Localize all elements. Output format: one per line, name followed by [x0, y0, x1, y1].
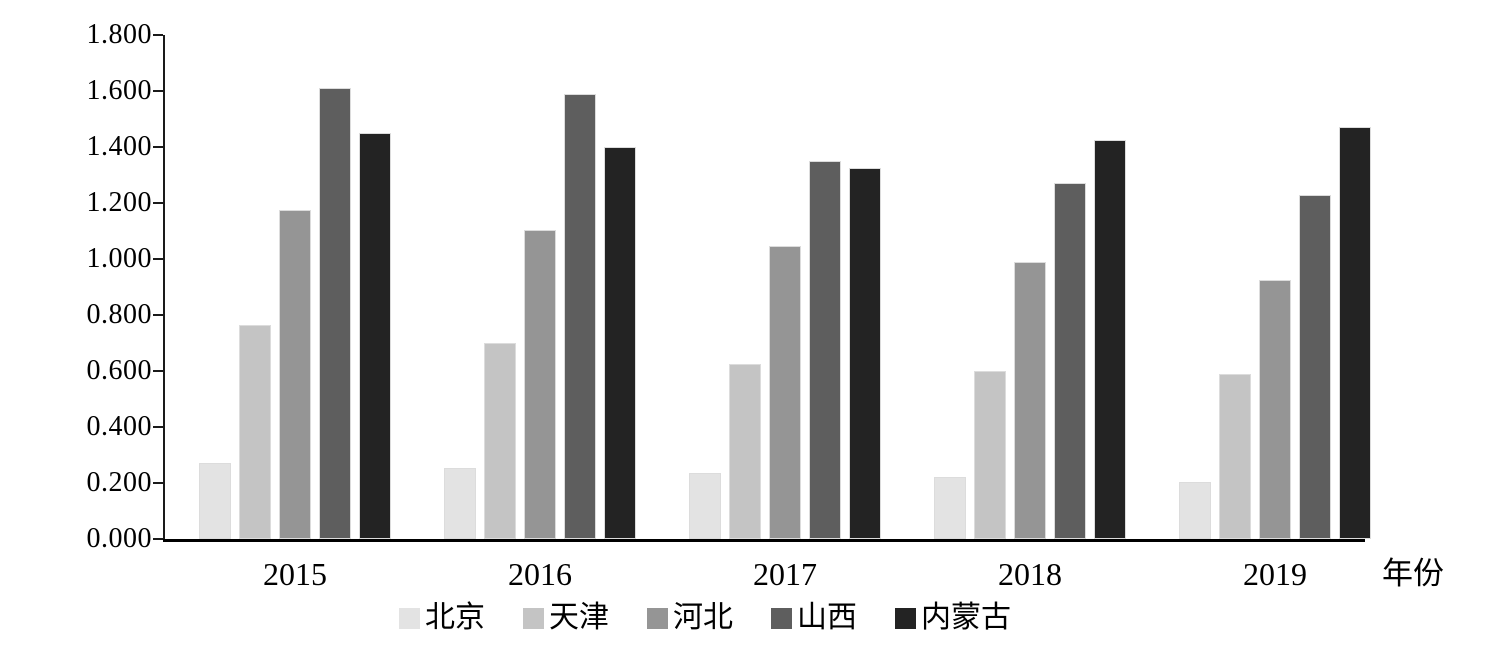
x-axis-tick-label: 2015: [263, 556, 327, 592]
bar-山西-2018: [1054, 183, 1086, 539]
bar-天津-2019: [1219, 374, 1251, 539]
y-axis-line: [163, 35, 165, 542]
y-axis-tick-label: 0.400: [86, 411, 152, 442]
legend-swatch-icon: [771, 607, 792, 629]
bar-河北-2018: [1014, 262, 1046, 539]
bar-山西-2016: [564, 94, 596, 539]
y-axis-tick-label: 1.800: [86, 19, 152, 50]
bar-天津-2016: [484, 343, 516, 539]
bar-河北-2015: [279, 210, 311, 539]
legend-swatch-icon: [399, 607, 420, 629]
y-axis-tick: [153, 426, 163, 428]
y-axis-tick-label: 1.400: [86, 131, 152, 162]
y-axis-tick: [153, 90, 163, 92]
bar-山西-2017: [809, 161, 841, 539]
legend-item-天津: 天津: [523, 601, 609, 635]
legend-item-内蒙古: 内蒙古: [895, 601, 1011, 635]
bar-天津-2015: [239, 325, 271, 539]
legend-label: 河北: [673, 601, 733, 634]
legend-item-山西: 山西: [771, 601, 857, 635]
bar-内蒙古-2017: [849, 168, 881, 539]
x-axis-tick-label: 2019: [1243, 556, 1307, 592]
bar-河北-2017: [769, 246, 801, 539]
legend-label: 内蒙古: [921, 601, 1011, 634]
bar-北京-2015: [199, 463, 231, 539]
y-axis-tick-label: 1.000: [86, 243, 152, 274]
legend-swatch-icon: [523, 607, 544, 629]
bar-天津-2017: [729, 364, 761, 539]
bar-山西-2019: [1299, 195, 1331, 539]
bar-山西-2015: [319, 88, 351, 539]
x-axis-title: 年份: [1382, 556, 1444, 591]
bar-内蒙古-2015: [359, 133, 391, 539]
y-axis-tick: [153, 34, 163, 36]
y-axis-tick: [153, 482, 163, 484]
x-axis-tick-label: 2018: [998, 556, 1062, 592]
bar-内蒙古-2018: [1094, 140, 1126, 539]
bar-北京-2017: [689, 473, 721, 539]
y-axis-tick-label: 1.600: [86, 75, 152, 106]
y-axis-tick-label: 0.600: [86, 355, 152, 386]
y-axis-tick: [153, 538, 163, 540]
x-axis-tick-label: 2016: [508, 556, 572, 592]
y-axis-tick: [153, 370, 163, 372]
bar-北京-2016: [444, 468, 476, 539]
y-axis-tick: [153, 146, 163, 148]
y-axis-tick-label: 0.800: [86, 299, 152, 330]
y-axis-tick: [153, 314, 163, 316]
bar-北京-2019: [1179, 482, 1211, 539]
legend-swatch-icon: [647, 607, 668, 629]
y-axis-tick-label: 1.200: [86, 187, 152, 218]
legend: 北京 天津 河北 山西 内蒙古: [0, 601, 1410, 635]
bar-河北-2016: [524, 230, 556, 539]
bar-天津-2018: [974, 371, 1006, 539]
y-axis-tick: [153, 202, 163, 204]
y-axis-tick-label: 0.200: [86, 467, 152, 498]
y-axis-tick-label: 0.000: [86, 523, 152, 554]
x-axis-line: [163, 539, 1365, 542]
bar-河北-2019: [1259, 280, 1291, 539]
x-axis-tick-label: 2017: [753, 556, 817, 592]
y-axis-tick: [153, 258, 163, 260]
legend-label: 北京: [425, 601, 485, 634]
bar-内蒙古-2019: [1339, 127, 1371, 539]
legend-item-北京: 北京: [399, 601, 485, 635]
legend-swatch-icon: [895, 607, 916, 629]
bar-北京-2018: [934, 477, 966, 539]
legend-label: 山西: [797, 601, 857, 634]
bar-内蒙古-2016: [604, 147, 636, 539]
legend-label: 天津: [549, 601, 609, 634]
legend-item-河北: 河北: [647, 601, 733, 635]
